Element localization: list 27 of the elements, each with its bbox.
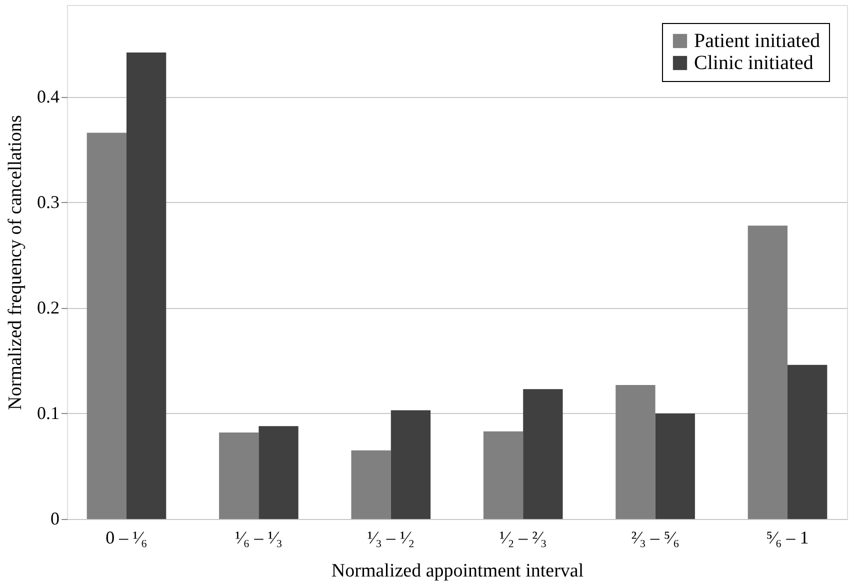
bar	[351, 450, 391, 519]
x-axis-title: Normalized appointment interval	[331, 560, 584, 582]
y-axis-title: Normalized frequency of cancellations	[5, 115, 26, 410]
y-tick-label: 0	[50, 508, 60, 528]
bar	[748, 226, 788, 519]
bar	[616, 384, 656, 519]
x-tick-label: ¹⁄₆ – ¹⁄₃	[235, 528, 282, 548]
bar	[655, 413, 695, 519]
bar	[788, 364, 828, 519]
legend-label: Clinic initiated	[694, 52, 814, 74]
legend-label: Patient initiated	[694, 30, 820, 52]
y-tick-label: 0.1	[37, 402, 60, 423]
bar	[86, 132, 126, 519]
y-tick-label: 0.2	[37, 297, 60, 318]
bar	[390, 410, 431, 519]
x-tick-label: ¹⁄₂ – ²⁄₃	[499, 528, 547, 548]
bar	[523, 389, 563, 519]
bar	[483, 431, 524, 519]
bar	[219, 432, 259, 519]
bar	[258, 426, 298, 519]
y-tick-label: 0.4	[37, 86, 60, 106]
x-tick-label: ²⁄₃ – ⁵⁄₆	[631, 528, 680, 548]
bar	[126, 52, 166, 519]
x-tick-label: ¹⁄₃ – ¹⁄₂	[367, 528, 415, 548]
y-tick-label: 0.3	[37, 192, 60, 212]
x-tick-label: ⁵⁄₆ – 1	[766, 528, 809, 548]
x-tick-label: 0 – ¹⁄₆	[106, 528, 148, 548]
